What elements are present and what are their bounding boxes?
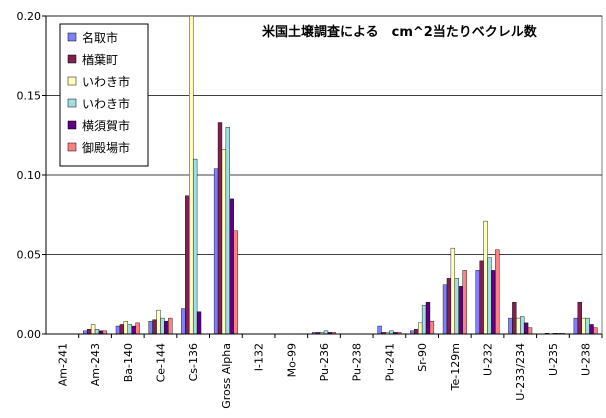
bar [462, 270, 467, 335]
bar [491, 270, 496, 335]
legend-swatch [67, 54, 77, 64]
bar [479, 260, 484, 335]
bar [581, 317, 586, 335]
bar [593, 327, 598, 335]
x-tick-label: Ce-144 [154, 343, 167, 382]
bar [516, 317, 521, 335]
x-tick-label: Sr-90 [416, 343, 429, 372]
bar [192, 158, 198, 335]
bar [429, 321, 435, 335]
legend-box [59, 23, 149, 167]
bar [442, 284, 448, 335]
x-tick-label: U-238 [580, 343, 593, 376]
y-tick-label: 0.05 [17, 249, 42, 262]
legend-swatch [67, 32, 77, 42]
legend-label: 名取市 [82, 30, 118, 45]
bar [589, 324, 594, 335]
x-tick-label: Mo-99 [285, 343, 298, 377]
legend-label: 楢葉町 [82, 52, 118, 67]
bar [508, 317, 513, 335]
bar [487, 257, 492, 335]
legend-label: いわき市 [82, 96, 130, 111]
bar [483, 220, 488, 335]
y-axis-ticks: 0.00 0.05 0.10 0.15 0.20 [17, 10, 46, 341]
x-tick-label: U-233/234 [514, 343, 527, 401]
legend-label: いわき市 [82, 74, 130, 89]
x-tick-label: Am-241 [56, 343, 69, 386]
y-tick-label: 0.15 [17, 90, 42, 103]
bar [181, 308, 186, 335]
bar [168, 317, 173, 335]
bar [131, 325, 136, 335]
x-tick-label: Gross Alpha [220, 343, 233, 409]
bar [225, 127, 231, 335]
x-tick-label: Te-129m [449, 343, 462, 391]
bar [189, 15, 194, 335]
bar [512, 302, 517, 335]
legend-swatch [67, 120, 77, 130]
bar [87, 329, 92, 335]
bar [577, 302, 582, 335]
x-tick-label: Pu-236 [318, 343, 331, 381]
x-axis-ticks: Am-241 Am-243 Ba-140 Ce-144 Cs-136 Gross Alph… [56, 334, 603, 409]
bar [523, 322, 529, 335]
bar [475, 270, 480, 335]
bar [450, 247, 456, 335]
bar [94, 329, 100, 335]
bar [573, 317, 578, 335]
bar [221, 149, 227, 335]
x-tick-label: Pu-241 [383, 343, 396, 381]
y-tick-label: 0.10 [17, 169, 42, 182]
x-tick-label: U-235 [547, 343, 560, 376]
bar [148, 321, 153, 335]
bar [152, 319, 157, 335]
bar [454, 278, 459, 335]
legend-swatch [67, 76, 77, 86]
bar [585, 317, 590, 335]
x-tick-label: Am-243 [89, 343, 102, 386]
bar [90, 324, 96, 335]
bar [520, 316, 525, 335]
x-tick-label: Cs-136 [187, 343, 200, 381]
bar [119, 324, 125, 335]
y-tick-label: 0.20 [17, 10, 42, 23]
legend-label: 横須賀市 [82, 118, 130, 133]
legend-label: 御殿場市 [82, 140, 130, 155]
bar [185, 195, 190, 335]
bar [135, 322, 140, 335]
bar [414, 329, 419, 335]
bar [425, 302, 431, 335]
bar [213, 168, 219, 335]
bar [458, 286, 463, 335]
bar [164, 321, 169, 335]
x-tick-label: U-232 [482, 343, 495, 376]
bar [527, 327, 533, 335]
y-tick-label: 0.00 [17, 328, 42, 341]
bar [160, 317, 165, 335]
bar [196, 311, 202, 335]
bar [495, 249, 500, 335]
legend-swatch [67, 98, 77, 108]
bar [233, 230, 238, 335]
chart-title: 米国土壌調査による cm^2当たりベクレル数 [262, 24, 538, 40]
x-tick-label: Pu-238 [351, 343, 364, 381]
legend-swatch [67, 142, 77, 152]
bar [123, 321, 128, 335]
bar [417, 322, 423, 335]
bar [421, 305, 427, 335]
bar [127, 324, 132, 335]
x-tick-label: I-132 [253, 343, 266, 371]
bar [377, 325, 382, 335]
bar [229, 198, 234, 335]
bar [156, 309, 161, 335]
bar [115, 325, 121, 335]
bars-layer [83, 15, 598, 335]
x-tick-label: Ba-140 [122, 343, 135, 382]
bar [217, 122, 223, 335]
bar [446, 278, 452, 335]
